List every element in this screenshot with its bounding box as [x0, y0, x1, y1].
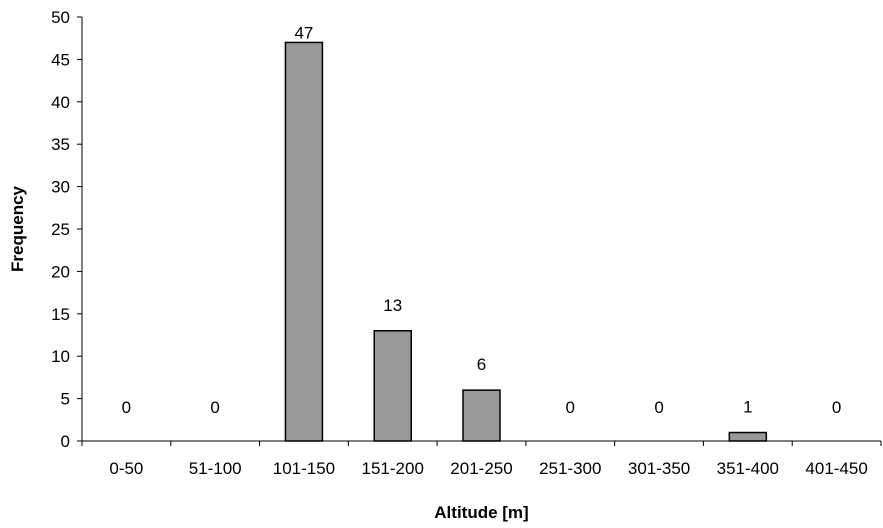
y-tick-label: 25 — [51, 220, 70, 239]
x-axis-ticks: 0-50 51-100 101-150 151-200 201-250 251-300 30… — [81, 441, 882, 478]
y-axis-title: Frequency — [8, 185, 27, 272]
bars — [284, 41, 768, 442]
y-tick-label: 35 — [51, 135, 70, 154]
bar-data-label: 0 — [566, 398, 575, 417]
y-tick-label: 45 — [51, 50, 70, 69]
y-tick-label: 10 — [51, 347, 70, 366]
x-tick-label: 101-150 — [273, 459, 335, 478]
x-tick-label: 151-200 — [362, 459, 424, 478]
bar-data-label: 13 — [383, 296, 402, 315]
y-tick-label: 5 — [61, 390, 70, 409]
y-tick-label: 15 — [51, 305, 70, 324]
bar-data-label: 6 — [477, 355, 486, 374]
bar-data-label: 47 — [294, 23, 313, 42]
x-tick-label: 201-250 — [450, 459, 512, 478]
y-tick-label: 0 — [61, 432, 70, 451]
bar-data-label: 0 — [210, 398, 219, 417]
bar-data-label: 0 — [832, 398, 841, 417]
x-axis-title: Altitude [m] — [434, 503, 528, 522]
bar — [373, 330, 412, 442]
bar — [462, 389, 501, 442]
bar-data-label: 0 — [122, 398, 131, 417]
y-tick-label: 30 — [51, 178, 70, 197]
x-tick-label: 51-100 — [189, 459, 242, 478]
y-tick-label: 20 — [51, 262, 70, 281]
y-axis-ticks: 0 5 10 15 20 25 30 35 40 45 50 — [51, 8, 82, 451]
data-labels: 0 0 47 13 6 0 0 1 0 — [122, 23, 842, 417]
x-tick-label: 251-300 — [539, 459, 601, 478]
bar-data-label: 1 — [743, 398, 752, 417]
y-tick-label: 50 — [51, 8, 70, 27]
bar-data-label: 0 — [654, 398, 663, 417]
bar — [284, 41, 324, 442]
x-tick-label: 401-450 — [805, 459, 867, 478]
bar — [728, 431, 768, 442]
x-tick-label: 301-350 — [628, 459, 690, 478]
x-tick-label: 351-400 — [717, 459, 779, 478]
x-tick-label: 0-50 — [109, 459, 143, 478]
y-tick-label: 40 — [51, 93, 70, 112]
